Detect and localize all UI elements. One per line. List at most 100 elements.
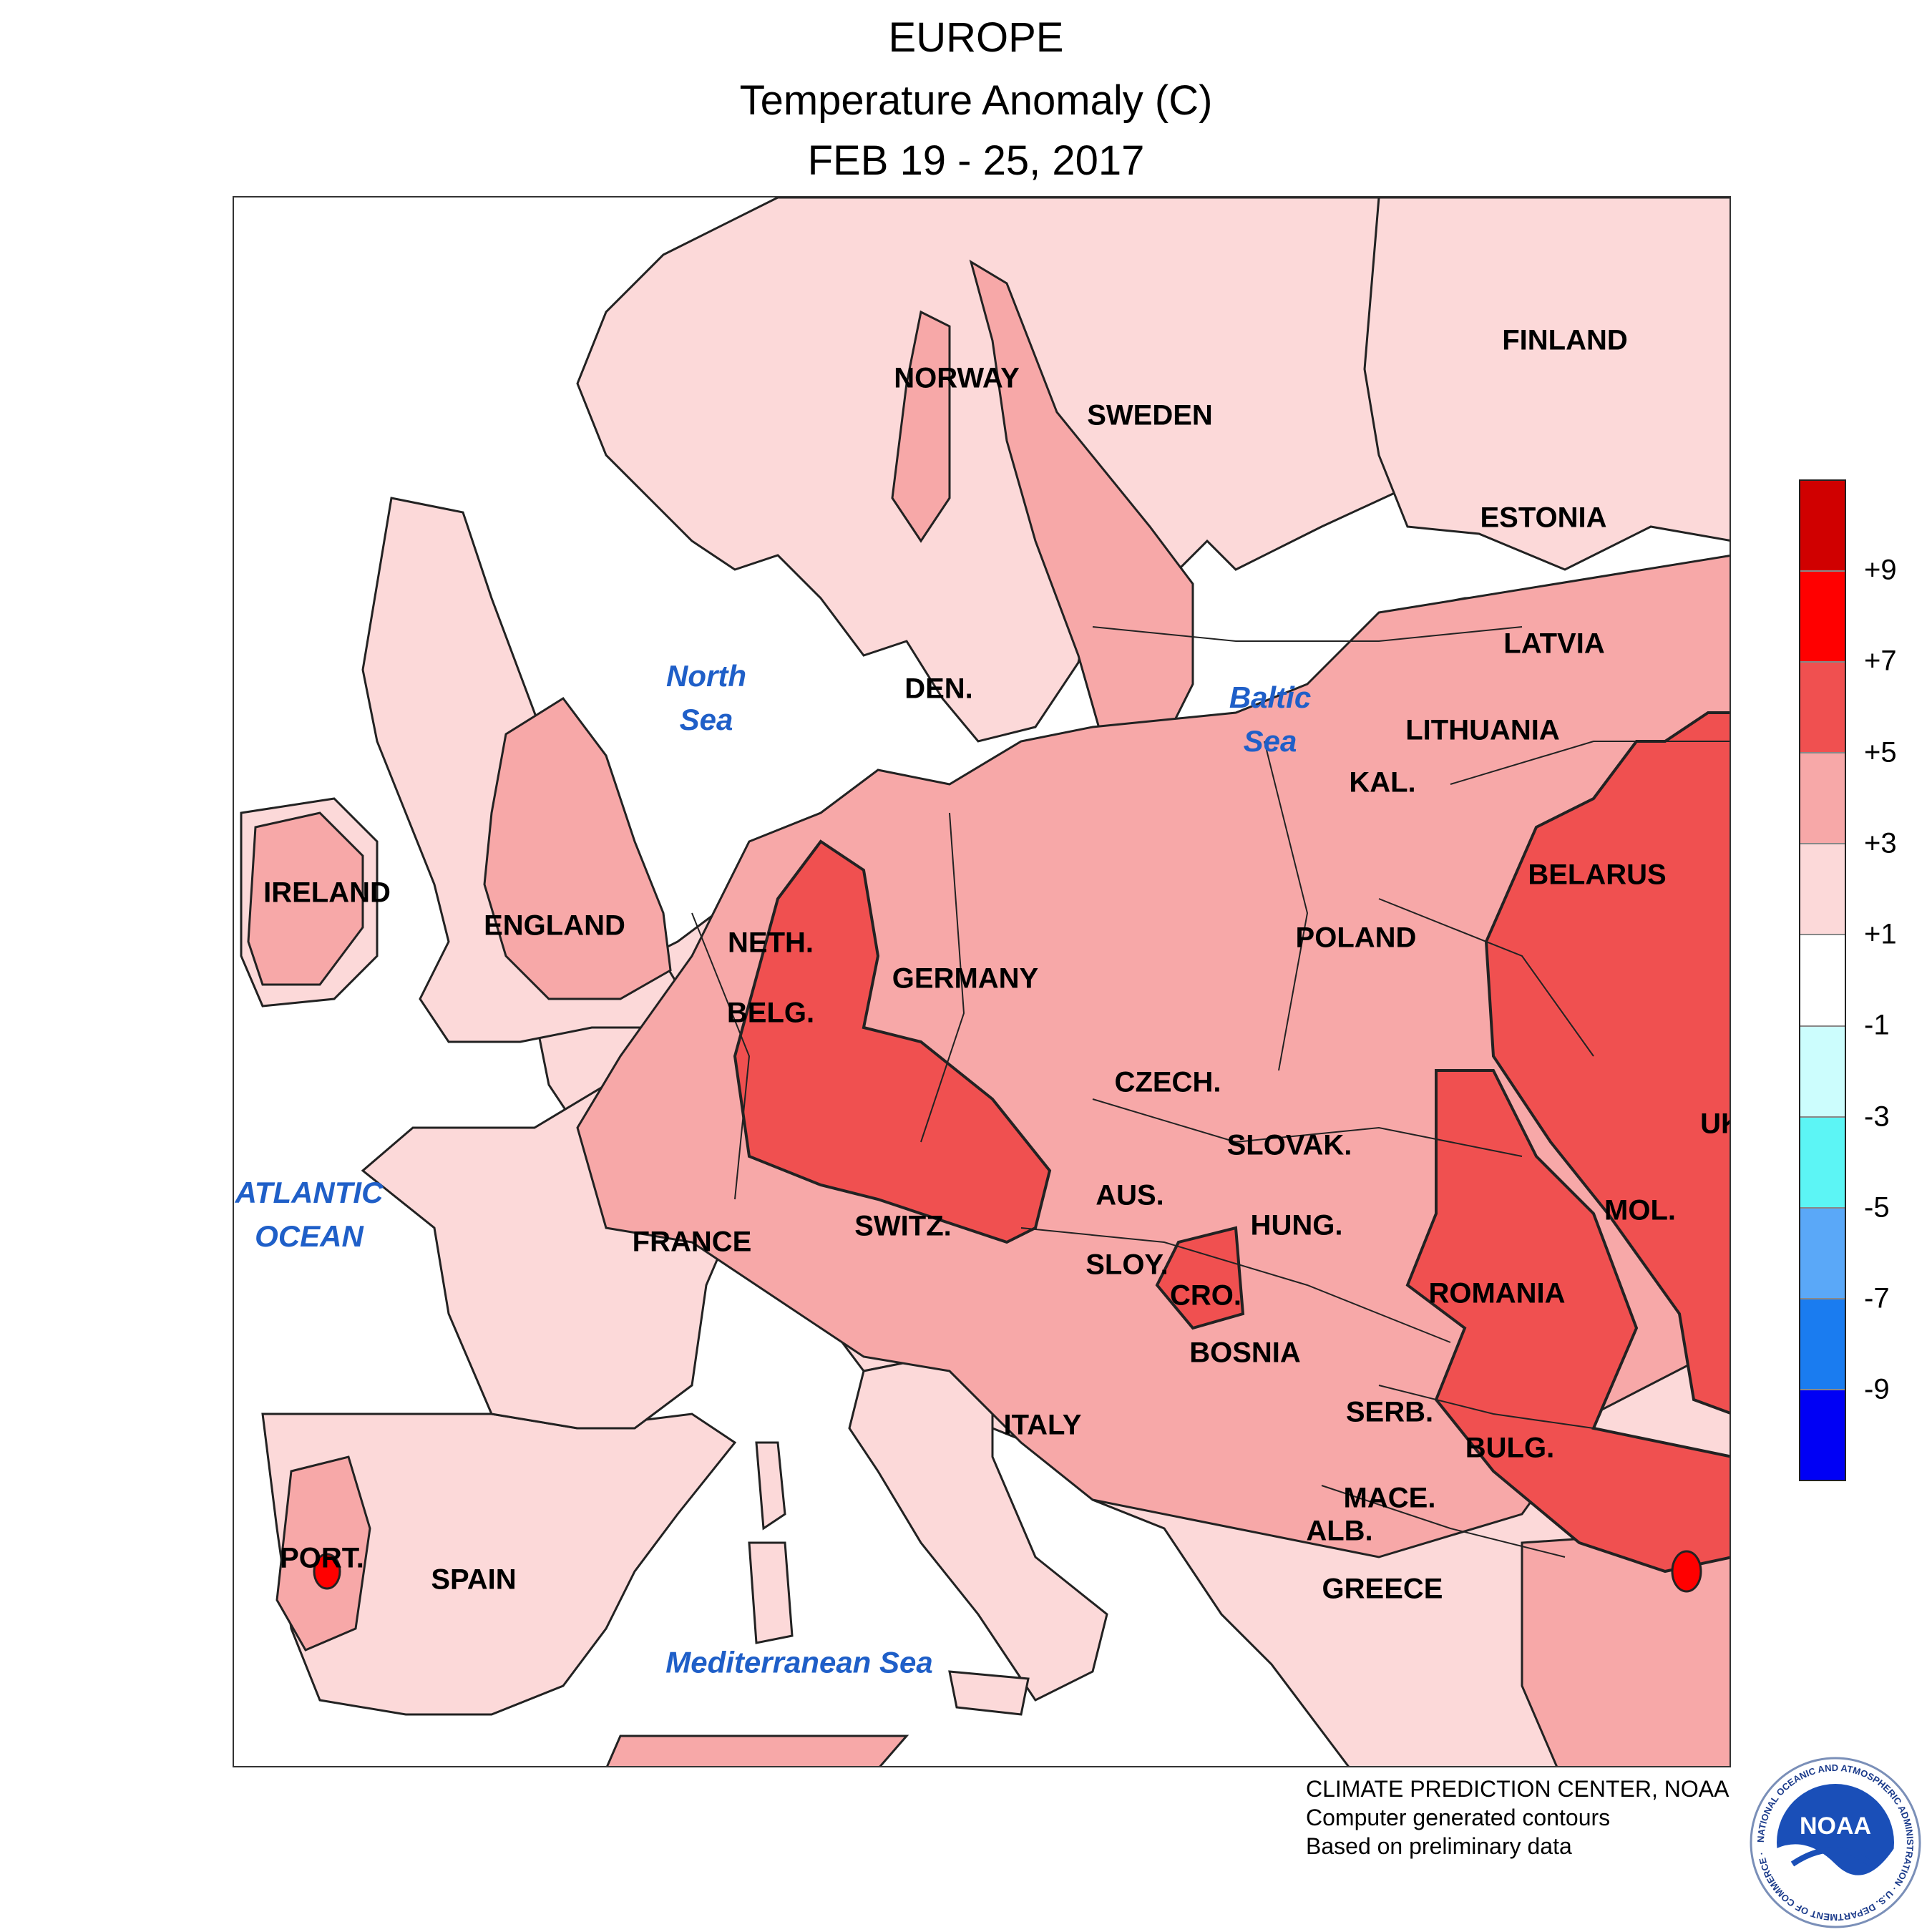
- land-scandinavia: [576, 197, 1416, 743]
- label-lithuania: LITHUANIA: [1405, 714, 1560, 746]
- border-8: [1321, 1485, 1566, 1558]
- legend-swatch: [1800, 844, 1845, 936]
- border-7: [1378, 1385, 1594, 1429]
- border-4: [1092, 1098, 1523, 1157]
- legend-swatch: [1800, 753, 1845, 845]
- label-finland: FINLAND: [1502, 324, 1628, 356]
- baltic-sea-line2: Sea: [1243, 724, 1297, 758]
- legend-tick-label: +9: [1864, 554, 1897, 586]
- label-kal: KAL.: [1349, 766, 1416, 799]
- legend-swatch: [1800, 1208, 1845, 1299]
- label-belarus: BELARUS: [1528, 859, 1667, 891]
- legend-tick-label: -3: [1864, 1101, 1890, 1133]
- border-2: [1264, 741, 1309, 1071]
- map-subtitle: Temperature Anomaly (C): [739, 77, 1213, 124]
- label-slovak: SLOVAK.: [1226, 1129, 1352, 1161]
- zone-3-5-norway: [891, 310, 951, 543]
- border-6: [1020, 1227, 1451, 1343]
- anomaly-map-canvas: [240, 197, 1729, 1766]
- zone-7-9-portugal: [313, 1553, 341, 1590]
- zone-3-5-north-africa: [606, 1735, 909, 1766]
- label-north-sea: North Sea: [666, 655, 746, 742]
- legend-tick-label: -1: [1864, 1009, 1890, 1041]
- north-sea-line1: North: [666, 659, 746, 693]
- land-finland: [1363, 197, 1729, 571]
- label-cro: CRO.: [1170, 1279, 1241, 1312]
- label-estonia: ESTONIA: [1480, 502, 1607, 534]
- credit-note: Computer generated contours: [1306, 1805, 1611, 1830]
- land-sicily: [948, 1670, 1030, 1716]
- label-greece: GREECE: [1322, 1573, 1443, 1605]
- atlantic-ocean-line2: OCEAN: [255, 1219, 364, 1253]
- label-port: PORT.: [280, 1542, 364, 1574]
- zone-5-7-croatia: [1155, 1226, 1245, 1330]
- border-5: [1378, 898, 1594, 1057]
- label-spain: SPAIN: [431, 1563, 517, 1596]
- label-alb: ALB.: [1306, 1515, 1373, 1547]
- label-bosnia: BOSNIA: [1189, 1337, 1301, 1369]
- label-france: FRANCE: [632, 1226, 752, 1258]
- border-10: [1450, 741, 1729, 785]
- label-neth: NETH.: [728, 927, 814, 959]
- label-serb: SERB.: [1345, 1396, 1434, 1428]
- legend-swatch: [1800, 1390, 1845, 1480]
- label-mace: MACE.: [1343, 1482, 1436, 1514]
- label-aus: AUS.: [1096, 1179, 1164, 1211]
- label-norway: NORWAY: [894, 362, 1020, 394]
- border-3: [920, 812, 965, 1143]
- land-corsica: [755, 1441, 786, 1531]
- north-sea-line2: Sea: [679, 703, 733, 736]
- legend-tick-label: -5: [1864, 1191, 1890, 1224]
- label-mol: MOL.: [1604, 1194, 1676, 1226]
- legend-tick-label: -7: [1864, 1282, 1890, 1314]
- label-italy: ITALY: [1003, 1409, 1082, 1441]
- zone-5-7-germany-austria: [733, 839, 1052, 1244]
- border-1: [1092, 626, 1523, 642]
- anomaly-map: FINLAND NORWAY SWEDEN ESTONIA LATVIA LIT…: [233, 196, 1731, 1767]
- label-baltic-sea: Baltic Sea: [1229, 676, 1311, 763]
- label-atlantic-ocean: ATLANTIC OCEAN: [235, 1171, 384, 1259]
- label-bulg: BULG.: [1465, 1432, 1555, 1464]
- map-title: EUROPE: [888, 14, 1064, 61]
- zone-3-5-portugal: [275, 1455, 371, 1652]
- label-hung: HUNG.: [1250, 1209, 1343, 1241]
- land-sardinia: [748, 1541, 794, 1644]
- label-den: DEN.: [904, 673, 973, 705]
- credit-preliminary: Based on preliminary data: [1306, 1833, 1572, 1859]
- legend-tick-label: +7: [1864, 645, 1897, 677]
- color-legend: [1799, 479, 1846, 1481]
- credit-source: CLIMATE PREDICTION CENTER, NOAA: [1306, 1776, 1729, 1802]
- atlantic-ocean-line1: ATLANTIC: [235, 1176, 384, 1210]
- legend-tick-label: +1: [1864, 918, 1897, 950]
- zone-3-5-ireland: [247, 811, 364, 986]
- legend-swatch: [1800, 935, 1845, 1027]
- label-uk: UK: [1700, 1108, 1729, 1140]
- legend-swatch: [1800, 572, 1845, 663]
- label-germany: GERMANY: [892, 962, 1039, 995]
- legend-swatch: [1800, 663, 1845, 754]
- legend-tick-label: +3: [1864, 827, 1897, 859]
- map-date-range: FEB 19 - 25, 2017: [807, 137, 1145, 184]
- legend-swatch: [1800, 1117, 1845, 1209]
- legend-tick-label: -9: [1864, 1373, 1890, 1405]
- label-sloy: SLOY.: [1085, 1249, 1169, 1281]
- label-latvia: LATVIA: [1503, 628, 1605, 660]
- label-mediterranean-sea: Mediterranean Sea: [665, 1645, 933, 1679]
- label-czech: CZECH.: [1114, 1066, 1221, 1098]
- border-9: [691, 912, 751, 1200]
- label-romania: ROMANIA: [1428, 1277, 1566, 1309]
- baltic-sea-line1: Baltic: [1229, 680, 1312, 715]
- zone-3-5-england: [483, 696, 672, 1000]
- label-sweden: SWEDEN: [1087, 399, 1213, 431]
- legend-swatch: [1800, 1299, 1845, 1390]
- zone-7-9-turkey: [1671, 1550, 1702, 1593]
- label-ireland: IRELAND: [263, 877, 391, 909]
- label-england: ENGLAND: [484, 909, 625, 942]
- noaa-logo: NATIONAL OCEANIC AND ATMOSPHERIC ADMINIS…: [1750, 1757, 1921, 1928]
- svg-text:NOAA: NOAA: [1800, 1813, 1871, 1840]
- label-switz: SWITZ.: [854, 1210, 952, 1242]
- label-poland: POLAND: [1295, 922, 1417, 954]
- label-belg: BELG.: [726, 997, 815, 1029]
- legend-swatch: [1800, 1026, 1845, 1118]
- legend-swatch: [1800, 481, 1845, 572]
